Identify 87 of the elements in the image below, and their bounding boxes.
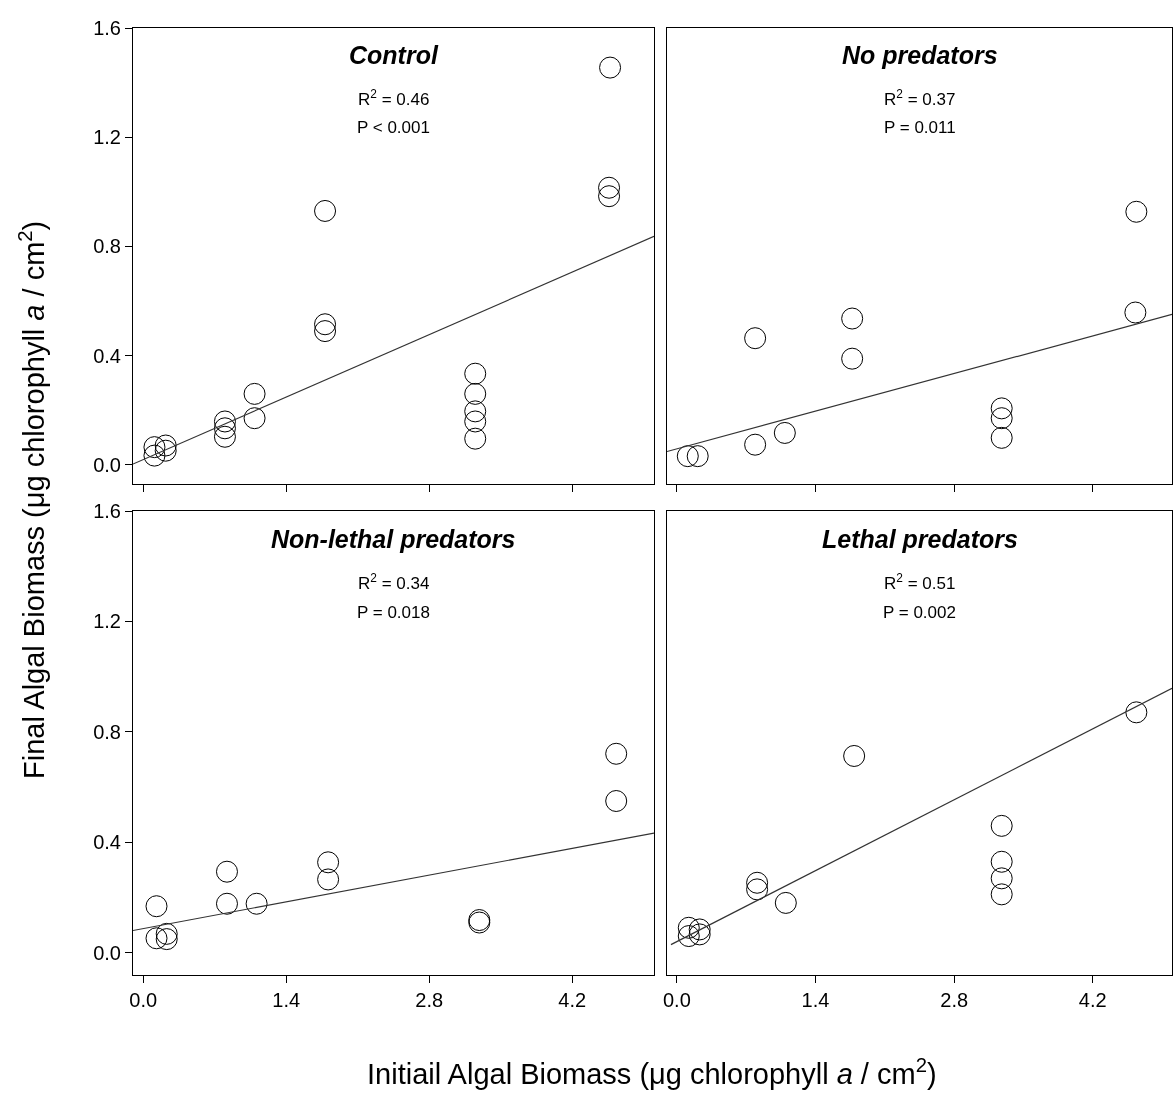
text: Control: [349, 41, 439, 69]
point: [1124, 301, 1147, 324]
point: [314, 313, 337, 336]
annotation: P = 0.018: [357, 603, 430, 622]
point: [598, 185, 621, 208]
point: [464, 362, 487, 385]
point: [599, 56, 622, 79]
point: [990, 814, 1013, 837]
x-tick-label: 2.8: [415, 989, 444, 1011]
y-tick-label: 1.6: [93, 17, 121, 39]
x-tick-label: 4.2: [1078, 989, 1107, 1011]
point: [1125, 701, 1148, 724]
annotation: P < 0.001: [357, 118, 430, 137]
point: [990, 426, 1013, 449]
point: [990, 850, 1013, 873]
point: [464, 427, 487, 450]
point: [744, 327, 767, 350]
point: [314, 320, 337, 343]
point: [155, 922, 178, 945]
text: Lethal predators: [822, 525, 1018, 553]
point: [746, 871, 769, 894]
x-tick-label: 0.0: [129, 989, 158, 1011]
x-tick-label: 2.8: [940, 989, 969, 1011]
point: [215, 892, 238, 915]
annotation: P = 0.011: [884, 118, 956, 137]
y-tick-label: 0.4: [93, 831, 121, 854]
point: [154, 434, 177, 457]
text: Non-lethal predators: [271, 525, 516, 553]
point: [145, 895, 168, 918]
point: [464, 382, 487, 405]
annotation: R$^{2}$ = 0.34: [358, 571, 430, 594]
point: [677, 925, 700, 948]
y-tick-label: 0.8: [93, 720, 121, 743]
point: [841, 347, 864, 370]
point: [243, 382, 266, 405]
point: [314, 199, 337, 222]
annotation: R$^{2}$ = 0.37: [884, 87, 956, 110]
x-tick-label: 4.2: [558, 989, 587, 1011]
x-tick-label: 1.4: [272, 989, 301, 1011]
y-tick-label: 1.2: [93, 126, 121, 149]
y-tick-label: 0.4: [93, 344, 121, 367]
point: [773, 421, 796, 444]
point: [843, 744, 866, 767]
point: [990, 397, 1013, 420]
point: [688, 918, 711, 941]
point: [990, 407, 1013, 430]
point: [744, 433, 767, 456]
point: [213, 425, 236, 448]
y-tick-label: 1.6: [93, 500, 121, 522]
point: [155, 928, 178, 951]
point: [686, 445, 709, 468]
point: [464, 410, 487, 433]
text: No predators: [842, 41, 998, 69]
y-tick-label: 0.8: [93, 235, 121, 258]
point: [774, 891, 797, 914]
point: [143, 444, 166, 467]
point: [841, 307, 864, 330]
point: [464, 400, 487, 423]
point: [990, 867, 1013, 890]
point: [213, 417, 236, 440]
y-tick-label: 1.2: [93, 610, 121, 633]
y-tick-label: 0.0: [93, 453, 121, 476]
point: [605, 790, 628, 812]
point: [215, 860, 238, 883]
point: [243, 407, 266, 430]
annotation: R$^{2}$ = 0.51: [884, 571, 956, 594]
point: [143, 436, 166, 459]
point: [605, 742, 628, 765]
annotation: P = 0.002: [883, 603, 956, 622]
x-tick-label: 1.4: [801, 989, 830, 1011]
point: [154, 439, 177, 462]
x-axis-title: Initiail Algal Biomass (μg chlorophyll a / cm$^{2}$): [367, 1054, 937, 1091]
point: [245, 892, 268, 915]
point: [213, 410, 236, 433]
x-tick-label: 0.0: [662, 989, 691, 1011]
point: [676, 445, 699, 468]
point: [598, 176, 621, 199]
point: [688, 923, 711, 946]
point: [746, 878, 769, 901]
point: [317, 851, 340, 874]
point: [677, 916, 700, 939]
y-tick-label: 0.0: [93, 941, 121, 964]
point: [1125, 200, 1148, 223]
annotation: R$^{2}$ = 0.46: [358, 87, 430, 110]
point: [990, 883, 1013, 906]
point: [145, 927, 168, 950]
point: [317, 868, 340, 891]
